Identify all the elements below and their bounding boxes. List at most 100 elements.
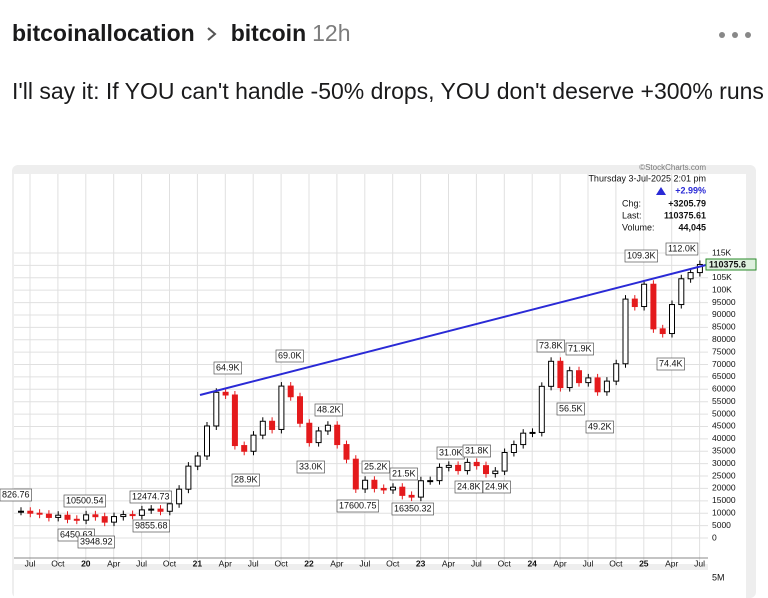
candle	[622, 298, 629, 365]
x-tick-label: Jul	[583, 558, 594, 568]
annotation-box	[665, 242, 699, 256]
volume-axis-label: 5M	[712, 572, 725, 582]
candle	[538, 385, 545, 433]
x-tick-label: Oct	[498, 558, 512, 568]
annotation-box	[361, 460, 390, 474]
annotation: 24.8K	[457, 481, 481, 491]
candle	[362, 479, 369, 490]
candle	[390, 486, 396, 491]
candle	[408, 494, 415, 498]
candle	[352, 458, 359, 490]
y-tick-label: 60000	[712, 384, 736, 394]
candle	[231, 394, 238, 447]
candle	[473, 461, 480, 467]
more-menu[interactable]	[716, 28, 756, 42]
annotation-box	[0, 488, 32, 502]
y-tick-label: 15000	[712, 495, 736, 505]
last: 110375.61	[664, 210, 706, 220]
y-tick-label: 45000	[712, 421, 736, 431]
x-tick-label: Apr	[219, 558, 232, 568]
x-tick-label: Oct	[386, 558, 400, 568]
post-text: I'll say it: If YOU can't handle -50% dr…	[12, 78, 764, 104]
candle	[185, 465, 192, 490]
y-tick-label: 75000	[712, 346, 736, 356]
annotation: 17600.75	[339, 500, 377, 510]
candle	[520, 432, 527, 446]
annotation-box	[296, 460, 325, 474]
candle	[566, 370, 573, 389]
candle	[306, 422, 313, 444]
candle	[241, 445, 248, 452]
y-tick-label: 105K	[712, 272, 732, 282]
x-tick-label: 23	[416, 558, 426, 568]
username[interactable]: bitcoinallocation	[12, 20, 195, 46]
candle	[594, 377, 601, 393]
candle	[334, 424, 341, 446]
x-tick-label: 25	[639, 558, 649, 568]
candle	[687, 272, 694, 280]
annotation: 24.9K	[485, 481, 509, 491]
candle	[138, 509, 145, 516]
chg-label: Chg:	[622, 198, 641, 208]
candle	[18, 510, 24, 513]
candle	[259, 420, 266, 436]
x-tick-label: Apr	[442, 558, 455, 568]
candle	[27, 510, 34, 514]
candle	[576, 370, 582, 384]
y-tick-label: 20000	[712, 483, 736, 493]
annotation: 10500.54	[66, 495, 104, 505]
candle	[417, 480, 424, 498]
candle	[278, 385, 285, 430]
annotation: 31.8K	[465, 445, 489, 455]
grid: 115K110K105K100K950009000085000800007500…	[14, 174, 736, 568]
y-tick-label: 50000	[712, 408, 736, 418]
y-tick-label: 90000	[712, 309, 736, 319]
y-tick-label: 25000	[712, 470, 736, 480]
x-tick-label: Jul	[248, 558, 259, 568]
volume-area	[14, 570, 708, 598]
annotation: 74.4K	[659, 358, 683, 368]
annotation-box	[389, 467, 418, 481]
candles	[18, 260, 703, 527]
annotation-box	[585, 420, 614, 434]
x-tick-label: 20	[81, 558, 91, 568]
y-tick-label: 5000	[712, 520, 731, 530]
annotation-box	[314, 403, 343, 417]
chevron	[207, 26, 217, 41]
y-tick-label: 65000	[712, 371, 736, 381]
x-tick-label: Jul	[359, 558, 370, 568]
candle	[445, 464, 452, 468]
price-tag: 110375.6	[709, 259, 746, 269]
annotation: 69.0K	[278, 350, 302, 360]
y-tick-label: 85000	[712, 322, 736, 332]
annotation: 16350.32	[394, 503, 432, 513]
community[interactable]: bitcoin	[230, 20, 307, 46]
annotation: 826.76	[2, 489, 30, 499]
annotation: 56.5K	[559, 403, 583, 413]
y-tick-label: 30000	[712, 458, 736, 468]
candle	[315, 430, 322, 444]
candle	[101, 516, 108, 523]
candle	[529, 431, 536, 434]
annotation: 33.0K	[299, 461, 323, 471]
x-tick-label: Jul	[25, 558, 36, 568]
x-tick-label: Jul	[694, 558, 705, 568]
candle	[669, 304, 675, 335]
candle	[510, 444, 517, 454]
candle	[55, 514, 62, 518]
candle	[222, 391, 229, 396]
volume: 44,045	[678, 222, 706, 232]
annotation: 28.9K	[234, 474, 258, 484]
annotation: 73.8K	[539, 340, 563, 350]
y-tick-label: 100K	[712, 284, 732, 294]
candle	[129, 514, 136, 517]
candle	[269, 420, 276, 430]
chart-image: 115K110K105K100K950009000085000800007500…	[0, 163, 757, 598]
candle	[194, 455, 201, 467]
x-tick-label: Apr	[107, 558, 120, 568]
annotation-box	[565, 342, 594, 356]
annotation-box	[482, 480, 511, 494]
x-tick-label: 22	[304, 558, 314, 568]
candle	[492, 470, 499, 475]
annotation-box	[536, 339, 565, 353]
